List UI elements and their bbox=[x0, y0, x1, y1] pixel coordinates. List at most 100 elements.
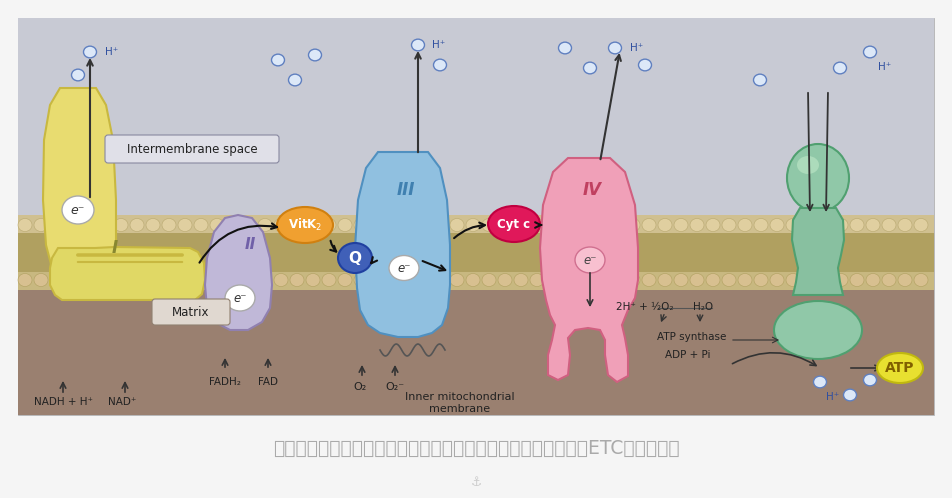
Text: H⁺: H⁺ bbox=[630, 43, 644, 53]
Polygon shape bbox=[18, 215, 934, 233]
Text: NADH + H⁺: NADH + H⁺ bbox=[33, 397, 92, 407]
Ellipse shape bbox=[242, 219, 256, 232]
Ellipse shape bbox=[610, 273, 624, 286]
Ellipse shape bbox=[914, 219, 928, 232]
Ellipse shape bbox=[62, 196, 94, 224]
Text: FADH₂: FADH₂ bbox=[209, 377, 241, 387]
Ellipse shape bbox=[258, 273, 272, 286]
Ellipse shape bbox=[770, 273, 784, 286]
Ellipse shape bbox=[178, 273, 192, 286]
Text: II: II bbox=[245, 237, 256, 251]
Ellipse shape bbox=[66, 219, 80, 232]
Ellipse shape bbox=[402, 219, 416, 232]
Ellipse shape bbox=[866, 219, 880, 232]
Ellipse shape bbox=[18, 273, 32, 286]
Ellipse shape bbox=[690, 273, 704, 286]
Ellipse shape bbox=[71, 69, 85, 81]
Ellipse shape bbox=[658, 219, 672, 232]
Ellipse shape bbox=[498, 219, 512, 232]
Ellipse shape bbox=[578, 219, 592, 232]
Text: FAD: FAD bbox=[258, 377, 278, 387]
Polygon shape bbox=[355, 152, 450, 337]
Ellipse shape bbox=[434, 273, 448, 286]
Text: VitK$_2$: VitK$_2$ bbox=[288, 217, 322, 233]
Ellipse shape bbox=[450, 273, 464, 286]
Ellipse shape bbox=[98, 273, 112, 286]
Ellipse shape bbox=[322, 219, 336, 232]
Ellipse shape bbox=[770, 219, 784, 232]
Ellipse shape bbox=[210, 273, 224, 286]
Ellipse shape bbox=[738, 219, 752, 232]
Polygon shape bbox=[18, 233, 934, 272]
Text: ⚓: ⚓ bbox=[470, 476, 482, 489]
Text: e⁻: e⁻ bbox=[233, 291, 247, 304]
Ellipse shape bbox=[288, 74, 302, 86]
Ellipse shape bbox=[882, 273, 896, 286]
Polygon shape bbox=[792, 208, 844, 295]
Text: Cyt c: Cyt c bbox=[498, 218, 530, 231]
Ellipse shape bbox=[594, 219, 608, 232]
Ellipse shape bbox=[411, 39, 425, 51]
Ellipse shape bbox=[271, 54, 285, 66]
FancyBboxPatch shape bbox=[18, 18, 934, 415]
Ellipse shape bbox=[802, 219, 816, 232]
Ellipse shape bbox=[450, 219, 464, 232]
Ellipse shape bbox=[843, 389, 857, 401]
Polygon shape bbox=[540, 158, 638, 382]
Ellipse shape bbox=[290, 219, 304, 232]
Ellipse shape bbox=[818, 219, 832, 232]
Ellipse shape bbox=[706, 273, 720, 286]
Text: e⁻: e⁻ bbox=[397, 261, 410, 274]
Ellipse shape bbox=[242, 273, 256, 286]
Ellipse shape bbox=[226, 219, 240, 232]
Ellipse shape bbox=[274, 219, 288, 232]
Ellipse shape bbox=[338, 243, 372, 273]
Text: Intermembrane space: Intermembrane space bbox=[127, 142, 257, 155]
Ellipse shape bbox=[194, 273, 208, 286]
Ellipse shape bbox=[194, 219, 208, 232]
Ellipse shape bbox=[546, 219, 560, 232]
Ellipse shape bbox=[898, 273, 912, 286]
Polygon shape bbox=[18, 242, 934, 290]
Ellipse shape bbox=[322, 273, 336, 286]
Ellipse shape bbox=[642, 219, 656, 232]
Text: O₂⁻: O₂⁻ bbox=[386, 382, 405, 392]
Ellipse shape bbox=[562, 219, 576, 232]
Polygon shape bbox=[18, 290, 934, 415]
FancyBboxPatch shape bbox=[152, 299, 230, 325]
Ellipse shape bbox=[674, 273, 688, 286]
Text: 2H⁺ + ½O₂: 2H⁺ + ½O₂ bbox=[616, 302, 674, 312]
Ellipse shape bbox=[610, 219, 624, 232]
Text: ADP + Pi: ADP + Pi bbox=[665, 350, 711, 360]
Ellipse shape bbox=[898, 219, 912, 232]
Ellipse shape bbox=[774, 301, 862, 359]
Ellipse shape bbox=[210, 219, 224, 232]
Ellipse shape bbox=[850, 219, 864, 232]
Text: Q: Q bbox=[348, 250, 362, 265]
Ellipse shape bbox=[559, 42, 571, 54]
Ellipse shape bbox=[738, 273, 752, 286]
Text: e⁻: e⁻ bbox=[70, 204, 85, 217]
Ellipse shape bbox=[162, 219, 176, 232]
Text: e⁻: e⁻ bbox=[584, 253, 597, 266]
Text: H₂O: H₂O bbox=[693, 302, 713, 312]
Ellipse shape bbox=[130, 273, 144, 286]
Ellipse shape bbox=[178, 219, 192, 232]
Ellipse shape bbox=[562, 273, 576, 286]
Ellipse shape bbox=[722, 219, 736, 232]
Ellipse shape bbox=[354, 219, 368, 232]
Ellipse shape bbox=[797, 156, 819, 174]
Ellipse shape bbox=[642, 273, 656, 286]
Ellipse shape bbox=[863, 46, 877, 58]
Ellipse shape bbox=[146, 273, 160, 286]
Text: Inner mitochondrial
membrane: Inner mitochondrial membrane bbox=[406, 392, 515, 414]
Text: H⁺: H⁺ bbox=[432, 40, 446, 50]
Ellipse shape bbox=[98, 219, 112, 232]
Ellipse shape bbox=[308, 49, 322, 61]
Ellipse shape bbox=[433, 59, 446, 71]
Ellipse shape bbox=[386, 219, 400, 232]
Ellipse shape bbox=[754, 273, 768, 286]
Ellipse shape bbox=[674, 219, 688, 232]
Ellipse shape bbox=[162, 273, 176, 286]
Ellipse shape bbox=[130, 219, 144, 232]
